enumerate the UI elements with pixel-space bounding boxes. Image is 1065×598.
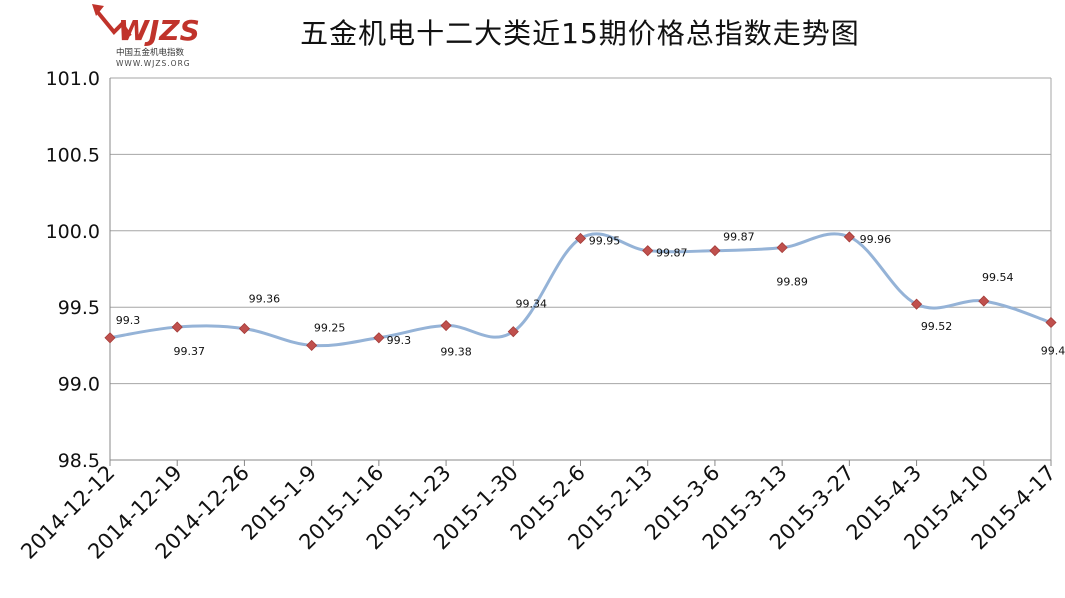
y-tick-label: 98.5 [58,450,100,472]
axes [109,78,1052,466]
data-point-marker [776,242,788,254]
data-point-marker [574,232,587,245]
data-label: 99.3 [116,314,141,327]
logo-mark: WJZS [118,14,200,47]
data-point-marker [306,339,318,351]
data-point-marker [642,245,654,257]
data-label: 99.25 [314,321,346,334]
y-axis-ticks: 98.5 99.0 99.5 100.0 100.5 101.0 [46,68,100,472]
data-label: 99.3 [387,334,412,347]
logo-url: WWW.WJZS.ORG [116,59,191,68]
data-point-marker [709,245,721,257]
logo-swoosh-icon [94,8,132,38]
series-line [109,232,1052,348]
data-label: 99.95 [589,234,621,247]
data-point-marker [238,323,250,335]
gridlines [110,77,1051,461]
data-point-marker [843,231,855,243]
data-labels: 99.3 99.37 99.36 99.25 99.3 99.38 99.34 99.95 99… [116,231,1065,359]
data-point-marker [440,319,452,332]
data-label: 99.87 [656,247,688,260]
data-label: 99.38 [440,346,472,359]
data-point-marker [373,332,385,344]
logo-arrow-icon [92,4,104,16]
chart-title: 五金机电十二大类近15期价格总指数走势图 [300,17,860,50]
y-tick-label: 99.5 [58,297,100,319]
logo-subtitle: 中国五金机电指数 [116,47,185,58]
y-tick-label: 101.0 [46,68,100,90]
data-point-marker [507,326,519,338]
data-label: 99.54 [982,271,1014,284]
y-tick-label: 100.5 [46,144,100,166]
x-axis-ticks: 2014-12-122014-12-192014-12-262015-1-920… [16,461,1060,564]
data-label: 99.36 [249,293,281,306]
data-label: 99.37 [173,345,205,358]
data-label: 99.4 [1041,344,1065,357]
data-point-marker [104,332,116,344]
y-tick-label: 100.0 [46,221,100,243]
data-label: 99.52 [921,320,953,333]
data-label: 99.96 [860,233,892,246]
data-label: 99.89 [776,276,808,289]
data-label: 99.87 [723,231,755,244]
series-markers [104,231,1057,351]
data-point-marker [171,321,183,333]
wjzs-logo: WJZS 中国五金机电指数 WWW.WJZS.ORG [92,4,200,68]
data-point-marker [1045,316,1057,329]
series-line-path [109,232,1052,348]
data-point-marker [911,298,923,310]
data-label: 99.34 [516,298,548,311]
data-point-marker [978,295,990,307]
y-tick-label: 99.0 [58,374,100,396]
